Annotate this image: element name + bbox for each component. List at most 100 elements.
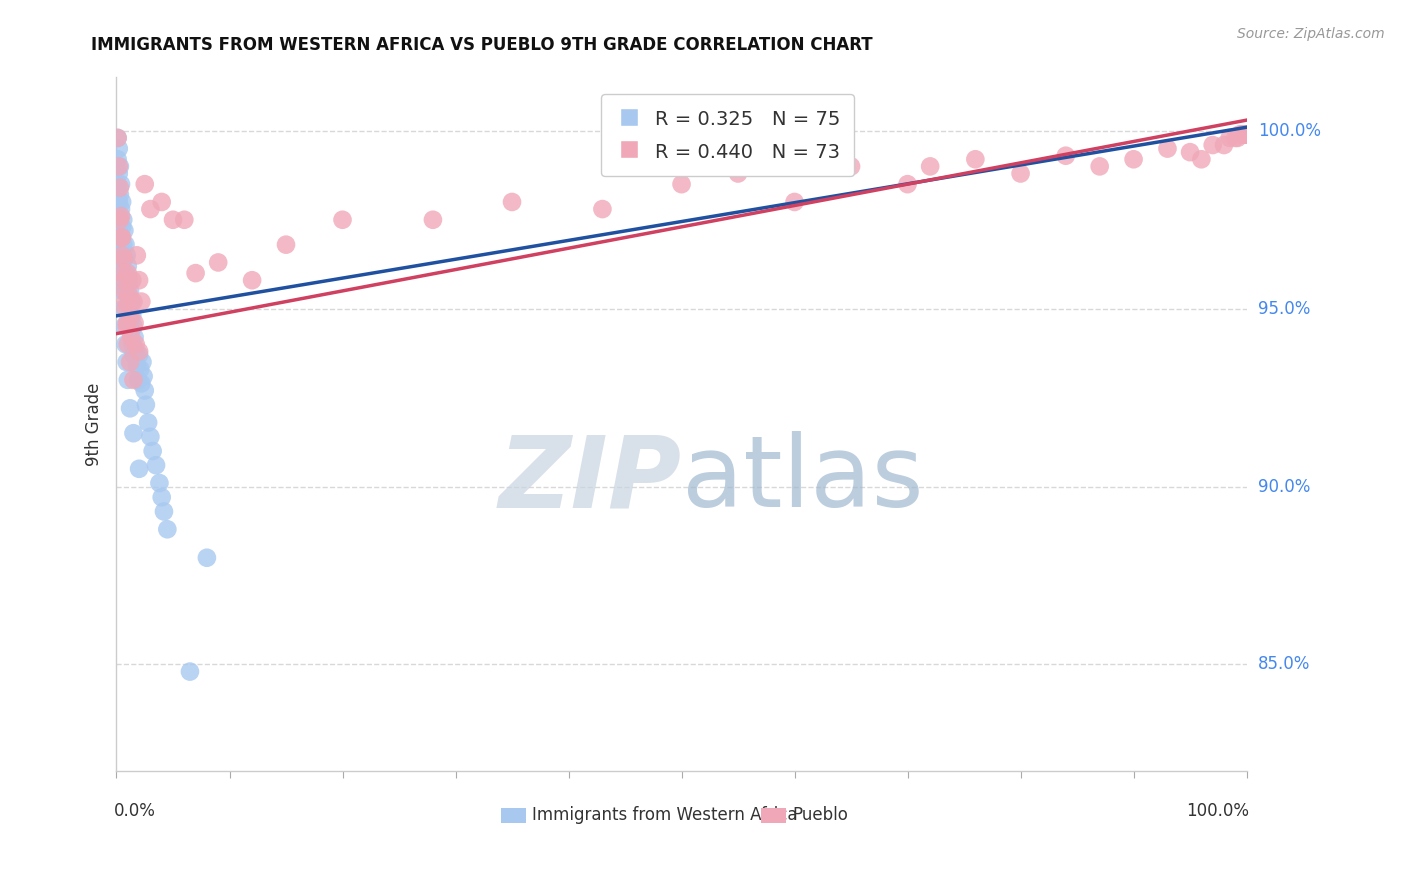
- Point: [124, 330, 146, 344]
- Point: [132, 369, 155, 384]
- Point: [120, 330, 142, 344]
- Point: [162, 212, 184, 227]
- Point: [1178, 145, 1201, 160]
- Point: [112, 252, 135, 266]
- Point: [111, 194, 134, 209]
- Point: [131, 355, 153, 369]
- Point: [1156, 142, 1178, 156]
- Point: [1202, 138, 1225, 153]
- Text: 90.0%: 90.0%: [1258, 477, 1310, 496]
- Text: Pueblo: Pueblo: [793, 805, 848, 824]
- Point: [173, 212, 195, 227]
- Point: [108, 212, 131, 227]
- Point: [127, 373, 149, 387]
- Text: 85.0%: 85.0%: [1258, 656, 1310, 673]
- Point: [118, 301, 141, 316]
- Point: [920, 160, 942, 174]
- Point: [195, 550, 218, 565]
- Point: [120, 401, 142, 416]
- Point: [122, 319, 145, 334]
- Point: [1226, 131, 1249, 145]
- Point: [128, 273, 150, 287]
- Point: [111, 248, 134, 262]
- Point: [145, 458, 167, 473]
- Point: [1236, 128, 1258, 142]
- Point: [110, 266, 132, 280]
- Point: [1010, 167, 1032, 181]
- Point: [107, 153, 129, 167]
- Point: [1236, 128, 1258, 142]
- Point: [110, 209, 132, 223]
- Text: 0.0%: 0.0%: [114, 803, 156, 821]
- Point: [1236, 128, 1258, 142]
- Point: [118, 273, 141, 287]
- Point: [117, 316, 139, 330]
- Text: Source: ZipAtlas.com: Source: ZipAtlas.com: [1237, 27, 1385, 41]
- Point: [112, 237, 135, 252]
- Point: [112, 252, 135, 266]
- Point: [107, 212, 129, 227]
- Point: [122, 348, 145, 362]
- Point: [108, 248, 131, 262]
- Point: [120, 294, 142, 309]
- Point: [108, 237, 131, 252]
- Point: [139, 202, 162, 216]
- Point: [128, 344, 150, 359]
- Point: [1219, 131, 1241, 145]
- Point: [1233, 128, 1256, 142]
- Point: [1189, 153, 1212, 167]
- Point: [121, 337, 143, 351]
- Point: [1213, 138, 1236, 153]
- Point: [112, 284, 135, 298]
- Point: [240, 273, 263, 287]
- Point: [112, 280, 135, 294]
- Point: [135, 398, 157, 412]
- Point: [108, 212, 131, 227]
- Point: [120, 323, 142, 337]
- Point: [1229, 128, 1251, 142]
- Point: [107, 177, 129, 191]
- Point: [114, 266, 136, 280]
- Point: [115, 277, 138, 291]
- Point: [111, 219, 134, 234]
- Point: [111, 248, 134, 262]
- Point: [727, 167, 749, 181]
- Point: [965, 153, 987, 167]
- Point: [114, 301, 136, 316]
- Point: [1234, 128, 1257, 142]
- Point: [108, 180, 131, 194]
- Point: [114, 294, 136, 309]
- Point: [124, 316, 146, 330]
- Point: [121, 309, 143, 323]
- Point: [110, 177, 132, 191]
- Text: IMMIGRANTS FROM WESTERN AFRICA VS PUEBLO 9TH GRADE CORRELATION CHART: IMMIGRANTS FROM WESTERN AFRICA VS PUEBLO…: [91, 36, 873, 54]
- Point: [110, 230, 132, 244]
- Point: [139, 430, 162, 444]
- Point: [1054, 149, 1077, 163]
- Point: [125, 344, 148, 359]
- Point: [108, 160, 131, 174]
- Point: [150, 194, 173, 209]
- Point: [125, 337, 148, 351]
- Point: [184, 266, 207, 280]
- Point: [332, 212, 354, 227]
- Text: Immigrants from Western Africa: Immigrants from Western Africa: [533, 805, 797, 824]
- Point: [839, 160, 862, 174]
- Point: [120, 309, 142, 323]
- Point: [112, 266, 135, 280]
- Point: [115, 248, 138, 262]
- Point: [1088, 160, 1111, 174]
- Point: [111, 284, 134, 298]
- Text: atlas: atlas: [682, 432, 924, 528]
- Point: [120, 312, 142, 326]
- Point: [110, 202, 132, 216]
- Point: [117, 373, 139, 387]
- Point: [112, 301, 135, 316]
- Point: [107, 194, 129, 209]
- Point: [114, 337, 136, 351]
- Point: [122, 294, 145, 309]
- Point: [122, 373, 145, 387]
- Point: [148, 476, 170, 491]
- Point: [179, 665, 201, 679]
- Text: 100.0%: 100.0%: [1258, 122, 1320, 140]
